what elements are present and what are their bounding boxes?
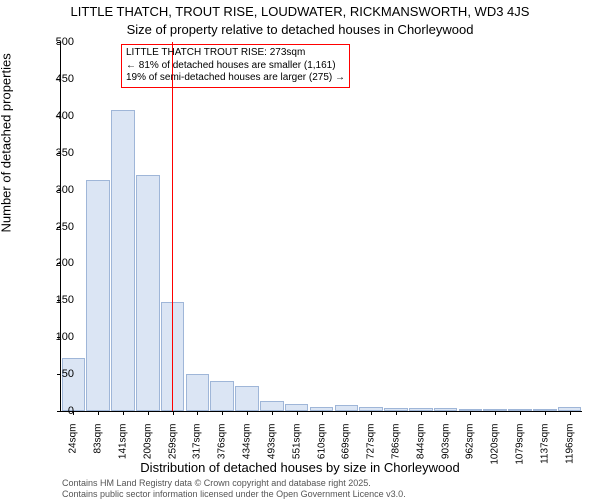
bar (285, 404, 309, 411)
xtick-mark (446, 411, 447, 415)
xtick-label: 493sqm (266, 424, 277, 460)
xtick-label: 669sqm (341, 424, 352, 460)
ytick-label: 350 (46, 147, 74, 159)
ytick-label: 50 (46, 368, 74, 380)
annotation-line-1: LITTLE THATCH TROUT RISE: 273sqm (126, 47, 345, 60)
xtick-label: 200sqm (142, 424, 153, 460)
bar (86, 180, 110, 411)
xtick-label: 1079sqm (514, 424, 525, 465)
xtick-label: 610sqm (316, 424, 327, 460)
bar (210, 381, 234, 411)
xtick-label: 903sqm (440, 424, 451, 460)
xtick-label: 376sqm (217, 424, 228, 460)
xtick-label: 434sqm (242, 424, 253, 460)
x-axis-label: Distribution of detached houses by size … (0, 460, 600, 475)
xtick-mark (371, 411, 372, 415)
annotation-box: LITTLE THATCH TROUT RISE: 273sqm← 81% of… (121, 44, 350, 88)
y-axis-label: Number of detached properties (0, 53, 14, 232)
xtick-label: 1137sqm (539, 424, 550, 464)
xtick-label: 24sqm (68, 424, 79, 454)
xtick-mark (396, 411, 397, 415)
chart-container: LITTLE THATCH, TROUT RISE, LOUDWATER, RI… (0, 0, 600, 500)
ytick-label: 450 (46, 73, 74, 85)
ytick-label: 400 (46, 110, 74, 122)
bar (235, 386, 259, 411)
ytick-label: 200 (46, 257, 74, 269)
xtick-label: 259sqm (167, 424, 178, 460)
annotation-line-2: ← 81% of detached houses are smaller (1,… (126, 60, 345, 73)
xtick-mark (322, 411, 323, 415)
xtick-mark (272, 411, 273, 415)
footnote-line-1: Contains HM Land Registry data © Crown c… (62, 478, 371, 488)
xtick-label: 317sqm (192, 424, 203, 460)
chart-subtitle: Size of property relative to detached ho… (0, 22, 600, 37)
xtick-mark (173, 411, 174, 415)
plot-area: 24sqm83sqm141sqm200sqm259sqm317sqm376sqm… (60, 42, 582, 412)
xtick-label: 551sqm (291, 424, 302, 460)
footnote-line-2: Contains public sector information licen… (62, 489, 406, 499)
xtick-mark (470, 411, 471, 415)
bar (111, 110, 135, 411)
xtick-mark (545, 411, 546, 415)
xtick-mark (123, 411, 124, 415)
xtick-mark (297, 411, 298, 415)
xtick-mark (247, 411, 248, 415)
xtick-mark (222, 411, 223, 415)
xtick-label: 141sqm (118, 424, 129, 460)
annotation-line-3: 19% of semi-detached houses are larger (… (126, 72, 345, 85)
xtick-label: 1020sqm (490, 424, 501, 465)
xtick-label: 962sqm (465, 424, 476, 460)
ytick-label: 250 (46, 221, 74, 233)
xtick-mark (520, 411, 521, 415)
bar (62, 358, 86, 411)
reference-line (172, 42, 173, 411)
ytick-label: 150 (46, 294, 74, 306)
bar (260, 401, 284, 411)
chart-title: LITTLE THATCH, TROUT RISE, LOUDWATER, RI… (0, 4, 600, 19)
bar (136, 175, 160, 411)
bar (186, 374, 210, 411)
xtick-mark (570, 411, 571, 415)
xtick-label: 1196sqm (564, 424, 575, 464)
xtick-label: 844sqm (415, 424, 426, 460)
ytick-label: 500 (46, 36, 74, 48)
ytick-label: 300 (46, 184, 74, 196)
xtick-mark (421, 411, 422, 415)
xtick-label: 83sqm (93, 424, 104, 454)
ytick-label: 0 (46, 405, 74, 417)
xtick-mark (98, 411, 99, 415)
xtick-mark (197, 411, 198, 415)
xtick-mark (346, 411, 347, 415)
xtick-mark (148, 411, 149, 415)
xtick-mark (495, 411, 496, 415)
ytick-label: 100 (46, 331, 74, 343)
xtick-label: 727sqm (366, 424, 377, 460)
xtick-label: 786sqm (390, 424, 401, 460)
